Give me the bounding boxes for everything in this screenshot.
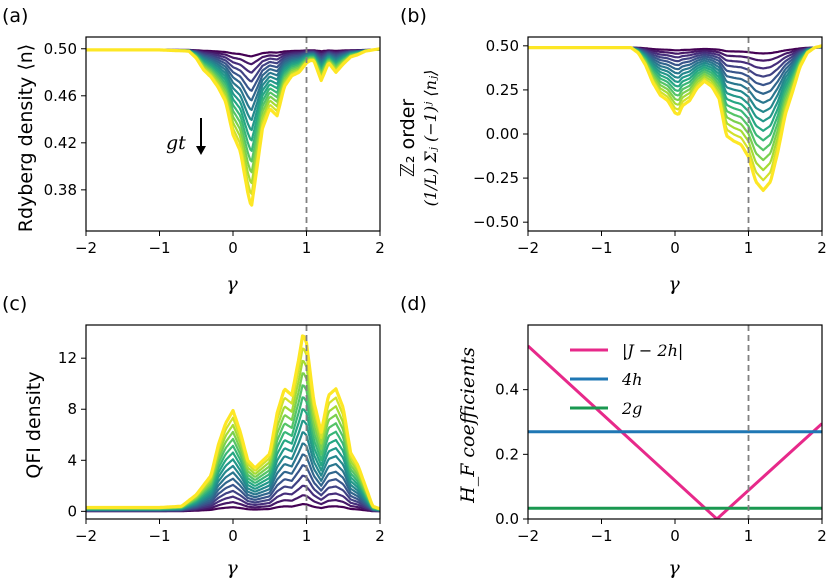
panel-d-ytick-label: 0.4 <box>495 381 519 399</box>
panel-d-ylabel: H_F coefficients <box>457 347 479 504</box>
panel-c-xtick-label: −1 <box>148 527 170 545</box>
panel-c-xtick-label: 1 <box>302 527 312 545</box>
panel-a-ytick-label: 0.46 <box>44 87 77 105</box>
panel-d-xtick-label: 2 <box>817 527 827 545</box>
panel-a-xtick-label: 1 <box>302 239 312 257</box>
panel-b: (b) −2 −1 0 1 2 −0.50 −0.25 0.00 0.25 0.50 γ ℤ₂ o… <box>397 5 827 295</box>
panel-d-ytick-label: 0.2 <box>495 445 519 463</box>
panel-a-plot-area: −2 −1 0 1 2 0.38 0.42 0.46 0.50 <box>44 36 385 257</box>
panel-b-xtick-label: 0 <box>670 239 680 257</box>
panel-c-xtick-label: 2 <box>375 527 385 545</box>
panel-b-xlabel: γ <box>668 273 680 295</box>
panel-d-xtick-label: 1 <box>744 527 754 545</box>
panel-d-xtick-label: −2 <box>517 527 539 545</box>
panel-c-ylabel: QFI density <box>23 371 45 478</box>
panel-d-legend-label: |J − 2h| <box>622 341 683 360</box>
panel-b-ytick-label: 0.50 <box>486 37 519 55</box>
panel-a-ytick-label: 0.38 <box>44 181 77 199</box>
panel-b-ylabel-line1: ℤ₂ order <box>397 99 419 178</box>
panel-c-series-line <box>86 334 380 511</box>
panel-d-plot-area: −2 −1 0 1 2 0.0 0.2 0.4 |J − 2h| 4h 2g <box>495 324 827 545</box>
panel-d-xlabel: γ <box>668 557 680 579</box>
panel-b-series-line <box>528 44 822 192</box>
panel-d-series-line <box>528 344 822 519</box>
panel-b-xtick-label: −1 <box>590 239 612 257</box>
panel-d-label: (d) <box>400 293 427 315</box>
panel-b-ytick-label: 0.25 <box>486 81 519 99</box>
panel-a-ytick-label: 0.42 <box>44 134 77 152</box>
panel-d-xtick-label: 0 <box>670 527 680 545</box>
panel-a-series-line <box>86 47 380 207</box>
panel-a-xtick-label: −1 <box>148 239 170 257</box>
panel-b-xtick-label: 1 <box>744 239 754 257</box>
panel-c-label: (c) <box>2 293 27 315</box>
panel-a-time-arrow <box>196 118 206 155</box>
panel-c-ytick-label: 8 <box>67 400 77 418</box>
panel-d-xtick-label: −1 <box>590 527 612 545</box>
panel-a-xtick-label: 2 <box>375 239 385 257</box>
panel-d-legend-label: 4h <box>621 370 642 389</box>
panel-a-annotation-gt: gt <box>166 132 186 154</box>
panel-b-ytick-label: −0.25 <box>473 169 519 187</box>
panel-c-data <box>86 334 380 513</box>
panel-a-label: (a) <box>2 5 28 27</box>
panel-c-ytick-label: 4 <box>67 451 77 469</box>
panel-b-label: (b) <box>400 5 427 27</box>
panel-a-xtick-label: 0 <box>228 239 238 257</box>
panel-b-xtick-label: 2 <box>817 239 827 257</box>
panel-b-ytick-label: −0.50 <box>473 213 519 231</box>
panel-b-xtick-label: −2 <box>517 239 539 257</box>
panel-b-data <box>528 44 822 192</box>
panel-a-ytick-label: 0.50 <box>44 40 77 58</box>
panel-b-ytick-label: 0.00 <box>486 125 519 143</box>
panel-a-xlabel: γ <box>226 273 238 295</box>
panel-a-ylabel: Rdyberg density ⟨n⟩ <box>15 44 37 232</box>
panel-d: (d) −2 −1 0 1 2 0.0 0.2 0.4 |J − 2h| 4h 2g γ H_F c… <box>400 293 827 579</box>
panel-a-data <box>86 47 380 207</box>
panel-c-xtick-label: −2 <box>75 527 97 545</box>
panel-c-ytick-label: 0 <box>67 502 77 520</box>
panel-a-xtick-label: −2 <box>75 239 97 257</box>
panel-b-ylabel-line2: (1/L) Σⱼ (−1)ʲ ⟨nⱼ⟩ <box>421 70 440 207</box>
panel-d-legend-label: 2g <box>621 399 642 418</box>
panel-c-xlabel: γ <box>226 557 238 579</box>
panel-d-legend: |J − 2h| 4h 2g <box>570 341 683 418</box>
panel-d-ytick-label: 0.0 <box>495 510 519 528</box>
panel-b-plot-area: −2 −1 0 1 2 −0.50 −0.25 0.00 0.25 0.50 <box>473 36 827 257</box>
panel-c-xtick-label: 0 <box>228 527 238 545</box>
panel-d-data <box>528 344 822 519</box>
panel-a: (a) −2 −1 0 1 2 0.38 0.42 0.46 0.50 γ Rdyberg de… <box>2 5 385 295</box>
panel-c-ytick-label: 12 <box>58 349 77 367</box>
